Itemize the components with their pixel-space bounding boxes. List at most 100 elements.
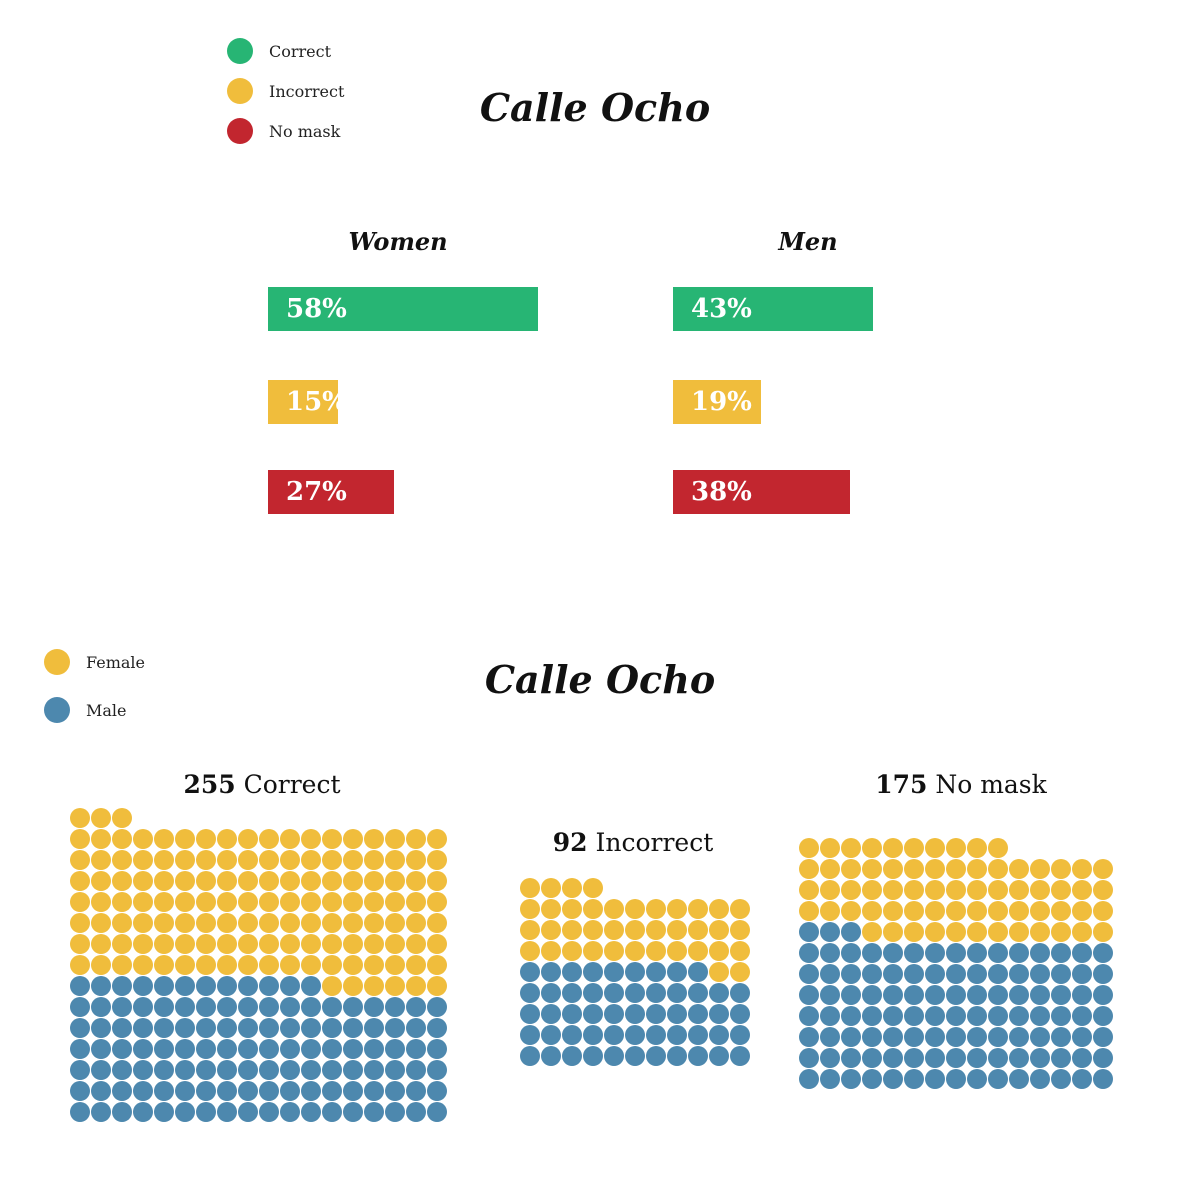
- waffle-dot-correct-male: [133, 1102, 153, 1122]
- waffle-dot-incorrect-male: [688, 1004, 708, 1024]
- waffle-dot-no-mask-female: [1093, 922, 1113, 942]
- waffle-dot-no-mask-female: [862, 901, 882, 921]
- waffle-dot-incorrect-male: [709, 1046, 729, 1066]
- waffle-dot-correct-female: [259, 934, 279, 954]
- waffle-dot-correct-female: [259, 850, 279, 870]
- waffle-dot-no-mask-male: [1030, 1006, 1050, 1026]
- waffle-dot-no-mask-female: [946, 901, 966, 921]
- waffle-dot-correct-male: [259, 1018, 279, 1038]
- waffle-dot-incorrect-male: [688, 962, 708, 982]
- waffle-dot-incorrect-male: [646, 983, 666, 1003]
- waffle-dot-correct-male: [406, 1039, 426, 1059]
- waffle-dot-no-mask-female: [841, 838, 861, 858]
- waffle-dot-correct-male: [280, 1060, 300, 1080]
- legend-item-male: Male: [44, 686, 145, 734]
- waffle-dot-incorrect-male: [709, 1004, 729, 1024]
- waffle-dot-no-mask-male: [946, 1006, 966, 1026]
- waffle-dot-correct-female: [259, 829, 279, 849]
- waffle-dot-incorrect-male: [520, 983, 540, 1003]
- waffle-dot-no-mask-male: [925, 964, 945, 984]
- waffle-dot-correct-female: [280, 955, 300, 975]
- waffle-dot-incorrect-female: [730, 941, 750, 961]
- waffle-dot-correct-female: [364, 850, 384, 870]
- waffle-dot-no-mask-male: [799, 964, 819, 984]
- waffle-dot-correct-male: [301, 976, 321, 996]
- waffle-dot-no-mask-male: [904, 1048, 924, 1068]
- waffle-dot-correct-female: [343, 892, 363, 912]
- waffle-dot-correct-female: [385, 934, 405, 954]
- waffle-dot-no-mask-male: [862, 1069, 882, 1089]
- waffle-dot-correct-female: [70, 829, 90, 849]
- waffle-dot-correct-male: [112, 1102, 132, 1122]
- waffle-dot-no-mask-female: [841, 901, 861, 921]
- waffle-dot-correct-female: [343, 871, 363, 891]
- waffle-dot-incorrect-female: [604, 899, 624, 919]
- waffle-incorrect: [520, 878, 750, 1066]
- waffle-dot-correct-male: [385, 1102, 405, 1122]
- waffle-dot-correct-male: [322, 1081, 342, 1101]
- waffle-dot-no-mask-male: [1093, 1027, 1113, 1047]
- waffle-dot-correct-male: [259, 1081, 279, 1101]
- waffle-dot-correct-female: [175, 850, 195, 870]
- waffle-dot-no-mask-male: [988, 1048, 1008, 1068]
- waffle-dot-correct-male: [364, 1102, 384, 1122]
- waffle-dot-correct-male: [343, 1018, 363, 1038]
- waffle-dot-correct-female: [196, 955, 216, 975]
- waffle-dot-no-mask-male: [820, 1006, 840, 1026]
- waffle-dot-no-mask-male: [862, 964, 882, 984]
- waffle-dot-correct-male: [112, 1039, 132, 1059]
- waffle-dot-no-mask-female: [904, 901, 924, 921]
- waffle-dot-no-mask-male: [967, 1006, 987, 1026]
- waffle-dot-no-mask-male: [1072, 1048, 1092, 1068]
- waffle-dot-correct-female: [238, 934, 258, 954]
- waffle-dot-no-mask-female: [1009, 859, 1029, 879]
- waffle-dot-no-mask-female: [799, 880, 819, 900]
- waffle-dot-correct-male: [343, 997, 363, 1017]
- waffle-dot-correct-female: [238, 871, 258, 891]
- waffle-dot-correct-male: [133, 1081, 153, 1101]
- waffle-dot-no-mask-female: [1051, 859, 1071, 879]
- waffle-dot-correct-female: [196, 934, 216, 954]
- waffle-dot-correct-female: [217, 892, 237, 912]
- waffle-dot-incorrect-female: [688, 941, 708, 961]
- waffle-dot-no-mask-male: [1009, 1006, 1029, 1026]
- waffle-dot-no-mask-male: [1051, 1069, 1071, 1089]
- waffle-dot-correct-female: [133, 829, 153, 849]
- waffle-dot-no-mask-female: [1030, 880, 1050, 900]
- waffle-dot-correct-female: [154, 955, 174, 975]
- waffle-dot-no-mask-female: [925, 901, 945, 921]
- waffle-dot-correct-male: [154, 1060, 174, 1080]
- waffle-dot-correct-male: [91, 1081, 111, 1101]
- waffle-dot-correct-female: [70, 913, 90, 933]
- waffle-dot-incorrect-male: [520, 1025, 540, 1045]
- waffle-dot-correct-male: [301, 1102, 321, 1122]
- waffle-dot-no-mask-female: [862, 859, 882, 879]
- waffle-dot-no-mask-male: [1072, 1027, 1092, 1047]
- waffle-dot-no-mask-female: [946, 922, 966, 942]
- waffle-dot-correct-male: [427, 1081, 447, 1101]
- waffle-dot-correct-female: [133, 955, 153, 975]
- waffle-dot-correct-male: [385, 997, 405, 1017]
- bar-women-no-mask: 27%: [268, 470, 394, 514]
- waffle-dot-correct-female: [133, 871, 153, 891]
- waffle-dot-correct-male: [385, 1081, 405, 1101]
- waffle-dot-correct-female: [280, 892, 300, 912]
- waffle-dot-correct-female: [238, 829, 258, 849]
- waffle-dot-correct-female: [238, 850, 258, 870]
- waffle-dot-correct-male: [301, 1060, 321, 1080]
- waffle-dot-incorrect-male: [730, 1025, 750, 1045]
- waffle-dot-correct-female: [70, 871, 90, 891]
- waffle-dot-correct-male: [112, 997, 132, 1017]
- waffle-dot-no-mask-male: [904, 1027, 924, 1047]
- waffle-dot-no-mask-female: [925, 880, 945, 900]
- waffle-dot-incorrect-male: [604, 962, 624, 982]
- waffle-dot-correct-female: [322, 955, 342, 975]
- waffle-dot-no-mask-male: [967, 985, 987, 1005]
- waffle-dot-no-mask-male: [1030, 964, 1050, 984]
- waffle-dot-no-mask-male: [925, 1069, 945, 1089]
- waffle-dot-correct-female: [427, 871, 447, 891]
- waffle-dot-correct-female: [259, 892, 279, 912]
- waffle-dot-correct-female: [175, 871, 195, 891]
- waffle-dot-no-mask-male: [967, 1027, 987, 1047]
- chart-title-top: Calle Ocho: [479, 85, 711, 130]
